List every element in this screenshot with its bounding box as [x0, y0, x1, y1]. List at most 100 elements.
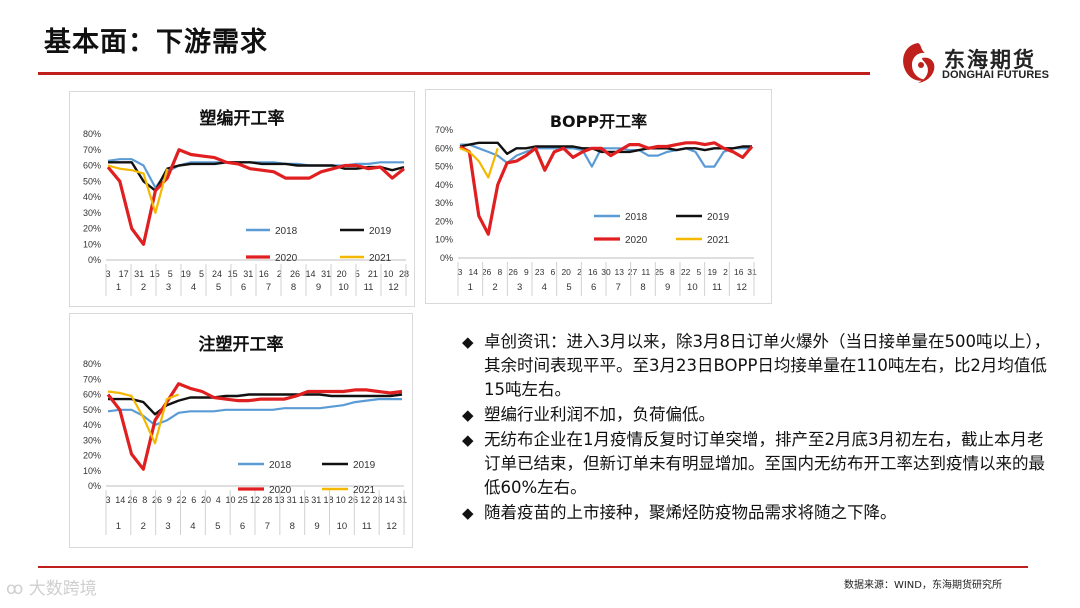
x-tick-label: 19 — [707, 267, 717, 277]
x-tick-label: 6 — [191, 495, 196, 505]
x-tick-label: 26 — [348, 495, 358, 505]
y-tick-label: 80% — [83, 129, 101, 139]
x-tick-label: 23 — [535, 267, 545, 277]
x-tick-label: 6 — [551, 267, 556, 277]
month-label: 7 — [616, 282, 621, 293]
y-tick-label: 60% — [83, 390, 101, 400]
y-tick-label: 30% — [83, 435, 101, 445]
y-tick-label: 40% — [83, 192, 101, 202]
x-tick-label: 26 — [290, 269, 300, 279]
series-line-2021 — [459, 147, 499, 179]
x-tick-label: 27 — [628, 267, 638, 277]
month-label: 4 — [542, 282, 547, 293]
x-tick-label: 5 — [199, 269, 204, 279]
series-line-2018 — [107, 397, 402, 427]
bullet-item: ◆ 塑编行业利润不加，负荷偏低。 — [462, 403, 1052, 427]
y-tick-label: 70% — [83, 145, 101, 155]
x-tick-label: 26 — [482, 267, 492, 277]
month-label: 4 — [190, 521, 195, 532]
x-tick-label: 3 — [105, 495, 110, 505]
month-label: 6 — [240, 521, 245, 532]
month-label: 3 — [165, 521, 170, 532]
y-tick-label: 60% — [83, 161, 101, 171]
y-tick-label: 60% — [435, 143, 453, 153]
x-tick-label: 15 — [228, 269, 238, 279]
x-tick-label: 31 — [747, 267, 757, 277]
data-source: 数据来源：WIND，东海期货研究所 — [843, 580, 1002, 591]
month-label: 9 — [314, 521, 319, 532]
legend-label: 2020 — [625, 235, 648, 246]
x-tick-label: 12 — [360, 495, 370, 505]
y-tick-label: 80% — [83, 359, 101, 369]
y-tick-label: 50% — [435, 162, 453, 172]
bullet-list: ◆ 卓创资讯：进入3月以来，除3月8日订单火爆外（当日接单量在500吨以上），其余… — [462, 330, 1052, 526]
logo-name-cn: 东海期货 — [944, 48, 1036, 72]
x-tick-label: 14 — [115, 495, 125, 505]
x-tick-label: 28 — [372, 495, 382, 505]
watermark-text: 大数跨境 — [28, 579, 97, 599]
month-label: 8 — [640, 282, 645, 293]
y-tick-label: 0% — [440, 253, 453, 263]
legend-label: 2018 — [625, 212, 648, 223]
logo-name-en: DONGHAI FUTURES — [942, 69, 1049, 81]
x-tick-label: 24 — [212, 269, 222, 279]
x-tick-label: 20 — [201, 495, 211, 505]
chart-panel-plastic-weaving: 塑编开工率 0% 10% 20% 30% 40% 50% 60% 70% 80% 3 17 31 15 5… — [69, 91, 415, 307]
month-label: 1 — [116, 521, 121, 532]
series-line-2020 — [106, 382, 403, 471]
y-tick-label: 30% — [83, 208, 101, 218]
month-label: 10 — [687, 282, 698, 293]
x-tick-label: 15 — [150, 269, 160, 279]
x-tick-label: 14 — [306, 269, 316, 279]
month-label: 2 — [141, 521, 146, 532]
month-label: 1 — [116, 282, 121, 293]
legend-label: 2019 — [369, 226, 392, 237]
y-tick-label: 70% — [435, 125, 453, 135]
month-label: 3 — [166, 282, 171, 293]
month-label: 3 — [517, 282, 522, 293]
x-tick-label: 2 — [277, 269, 282, 279]
x-tick-label: 31 — [287, 495, 297, 505]
x-tick-label: 20 — [337, 269, 347, 279]
x-tick-label: 2 — [723, 267, 728, 277]
bullet-item: ◆ 卓创资讯：进入3月以来，除3月8日订单火爆外（当日接单量在500吨以上），其余… — [462, 332, 1051, 399]
legend-label: 2020 — [269, 485, 292, 496]
brand-logo: 东海期货 DONGHAI FUTURES — [898, 40, 1068, 88]
month-label: 7 — [265, 521, 270, 532]
series-line-2018 — [460, 143, 752, 168]
x-tick-label: 31 — [311, 495, 321, 505]
x-tick-label: 20 — [561, 267, 571, 277]
legend-label: 2021 — [369, 253, 392, 264]
x-tick-label: 31 — [134, 269, 144, 279]
x-tick-label: 26 — [508, 267, 518, 277]
y-tick-label: 10% — [83, 239, 101, 249]
page-title: 基本面：下游需求 — [44, 27, 268, 58]
month-label: 8 — [290, 521, 295, 532]
legend-label: 2020 — [275, 253, 298, 264]
month-label: 5 — [566, 282, 571, 293]
title-divider — [38, 72, 870, 75]
x-tick-label: 19 — [181, 269, 191, 279]
y-tick-label: 20% — [83, 224, 101, 234]
month-label: 5 — [216, 282, 221, 293]
month-label: 10 — [337, 521, 348, 532]
diamond-bullet-icon: ◆ — [462, 431, 474, 449]
injection-molding-chart: 0%10%20%30%40%50%60%70%80%3 14 26 8 26 9 22 6 20… — [83, 359, 407, 535]
diamond-bullet-icon: ◆ — [462, 406, 474, 424]
x-tick-label: 5 — [697, 267, 702, 277]
x-tick-label: 16 — [299, 495, 309, 505]
plastic-weaving-chart: 0%10%20%30%40%50%60%70%80%3 17 31 15 5 19 5 24 1… — [83, 129, 409, 296]
watermark-logo-icon: ꝏ — [6, 579, 24, 599]
y-tick-label: 40% — [83, 420, 101, 430]
legend-label: 2018 — [269, 460, 292, 471]
x-tick-label: 5 — [168, 269, 173, 279]
dragon-logo-icon — [903, 43, 935, 83]
x-tick-label: 17 — [119, 269, 129, 279]
x-tick-label: 16 — [734, 267, 744, 277]
month-label: 2 — [141, 282, 146, 293]
x-tick-label: 8 — [142, 495, 147, 505]
y-tick-label: 20% — [435, 216, 453, 226]
legend-label: 2021 — [353, 485, 376, 496]
x-tick-label: 10 — [336, 495, 346, 505]
x-tick-label: 28 — [399, 269, 409, 279]
